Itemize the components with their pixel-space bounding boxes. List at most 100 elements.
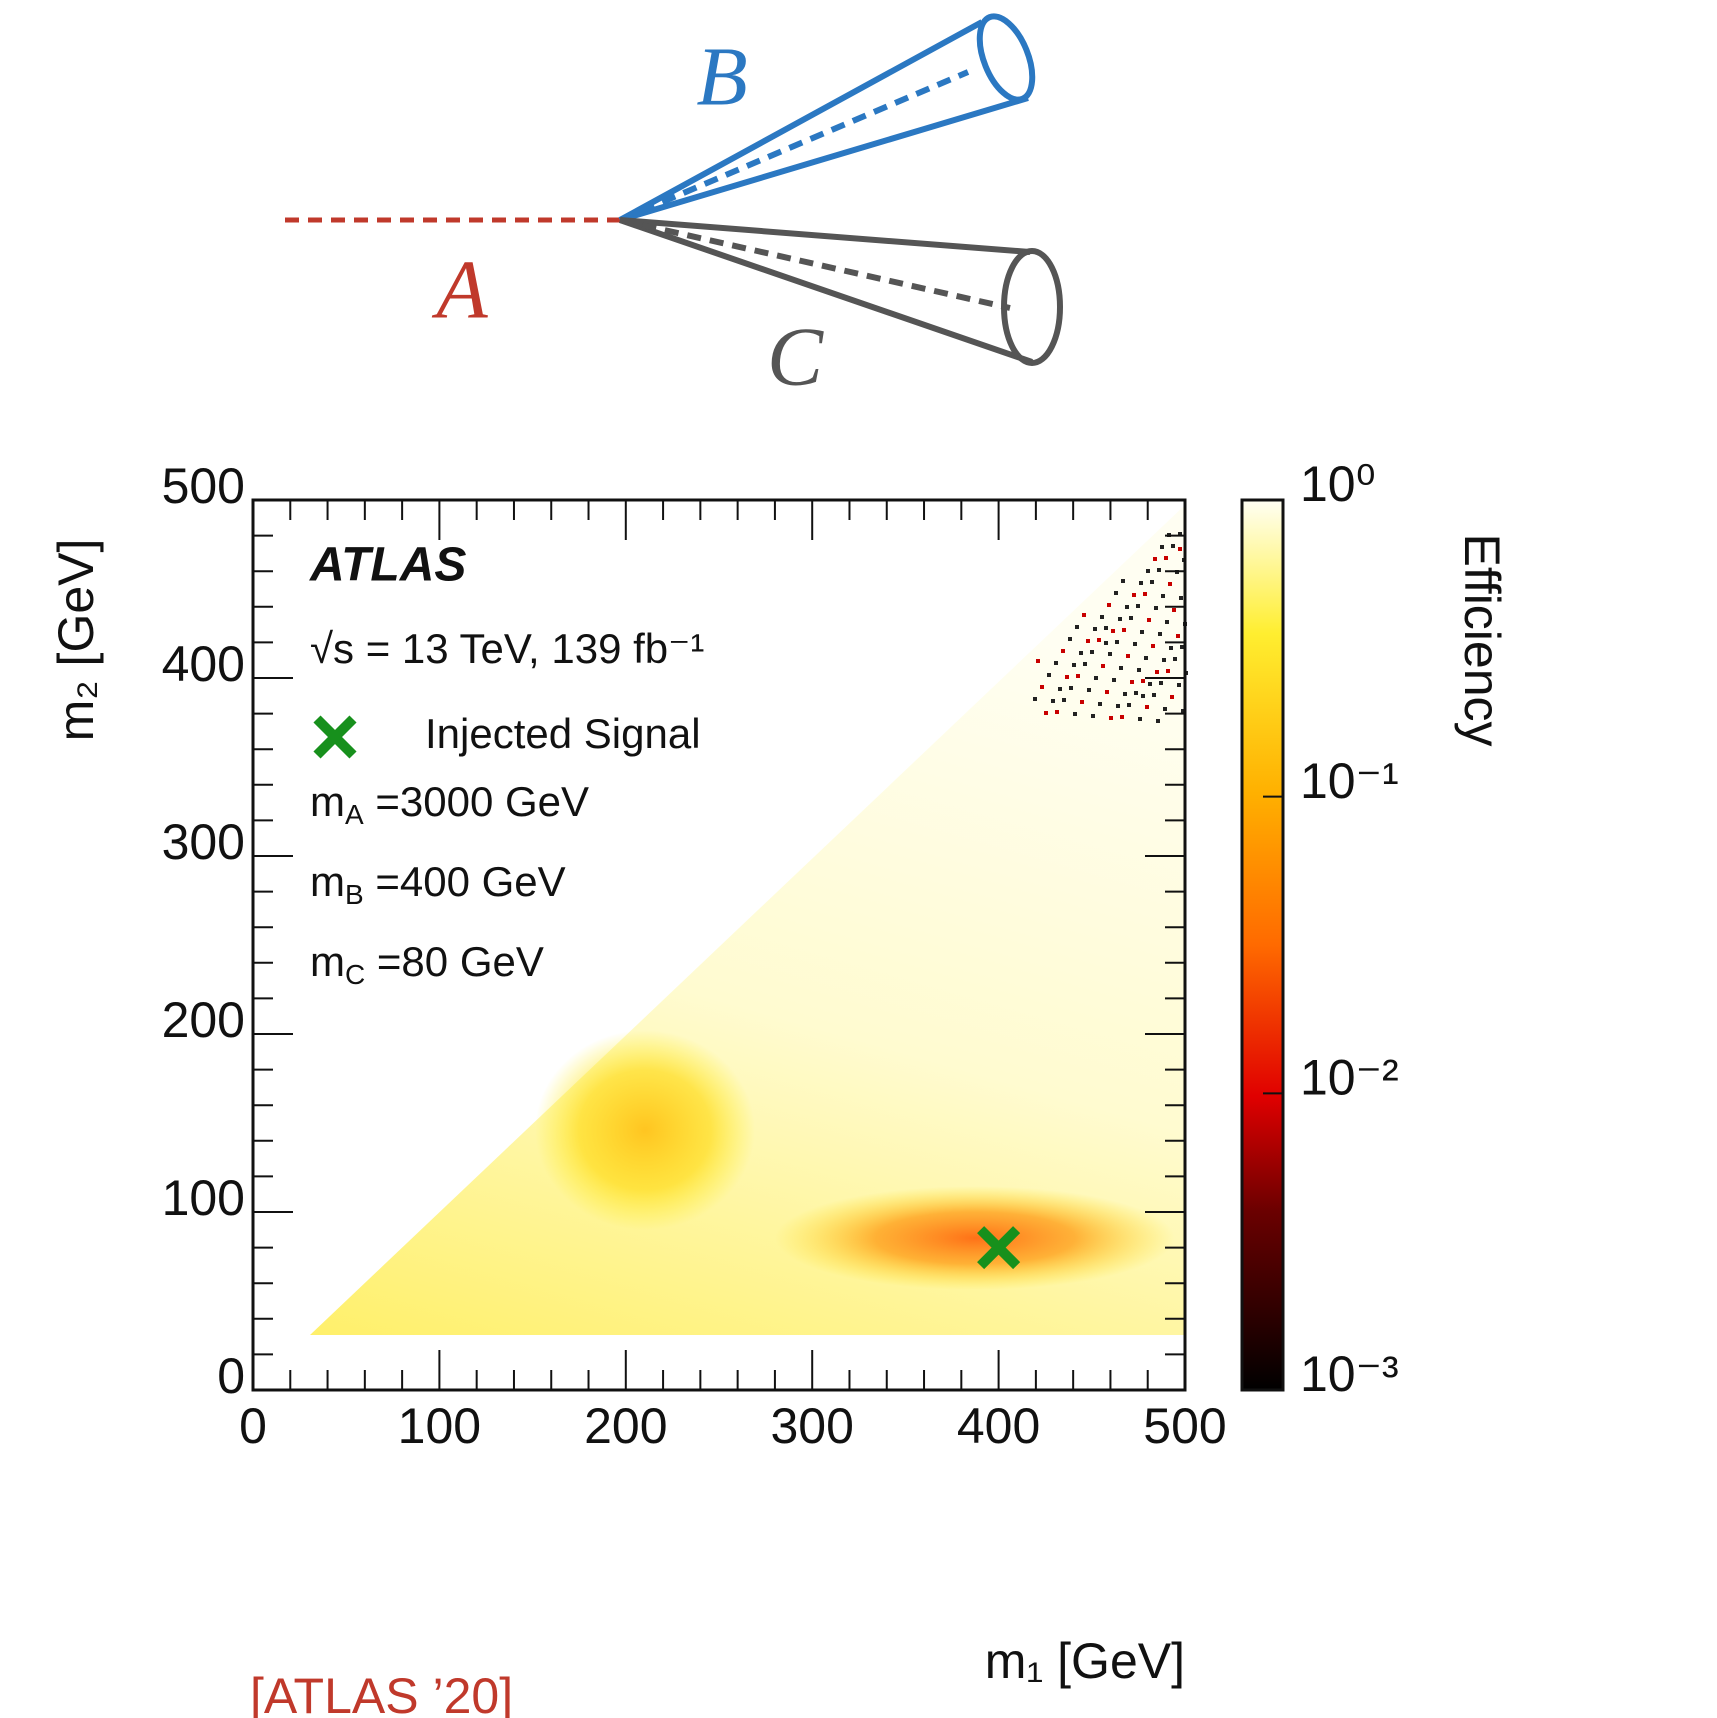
noise-pixel bbox=[1075, 625, 1079, 629]
noise-pixel bbox=[1082, 613, 1086, 617]
noise-pixel bbox=[1173, 657, 1177, 661]
label-b: B bbox=[696, 30, 747, 123]
noise-pixel bbox=[1161, 594, 1165, 598]
text-part: A bbox=[345, 799, 364, 830]
x-tick-label: 500 bbox=[1143, 1398, 1226, 1454]
density-blob bbox=[535, 1030, 755, 1230]
noise-pixel bbox=[1165, 620, 1169, 624]
text-part: m bbox=[310, 938, 345, 985]
noise-pixel bbox=[1155, 670, 1159, 674]
noise-pixel bbox=[1144, 656, 1148, 660]
x-tick-label: 100 bbox=[398, 1398, 481, 1454]
noise-pixel bbox=[1171, 544, 1175, 548]
noise-pixel bbox=[1130, 680, 1134, 684]
mass-label: mB =400 GeV bbox=[310, 858, 566, 910]
noise-pixel bbox=[1120, 715, 1124, 719]
noise-pixel bbox=[1181, 709, 1185, 713]
noise-pixel bbox=[1160, 545, 1164, 549]
axis-c bbox=[619, 217, 1011, 311]
text-part: C bbox=[345, 959, 365, 990]
colorbar-tick-label: 10⁻³ bbox=[1300, 1346, 1399, 1402]
noise-pixel bbox=[1105, 690, 1109, 694]
y-tick-label: 400 bbox=[162, 636, 245, 692]
noise-pixel bbox=[1129, 616, 1133, 620]
x-tick-label: 400 bbox=[957, 1398, 1040, 1454]
noise-pixel bbox=[1127, 703, 1131, 707]
noise-pixel bbox=[1090, 650, 1094, 654]
noise-pixel bbox=[1073, 712, 1077, 716]
noise-pixel bbox=[1079, 651, 1083, 655]
noise-pixel bbox=[1122, 628, 1126, 632]
noise-pixel bbox=[1080, 700, 1084, 704]
noise-pixel bbox=[1162, 658, 1166, 662]
noise-pixel bbox=[1112, 678, 1116, 682]
noise-pixel bbox=[1172, 608, 1176, 612]
cone-c bbox=[619, 217, 1033, 365]
noise-pixel bbox=[1178, 532, 1182, 536]
noise-pixel bbox=[1047, 673, 1051, 677]
noise-pixel bbox=[1091, 714, 1095, 718]
noise-pixel bbox=[1040, 685, 1044, 689]
mass-label: mC =80 GeV bbox=[310, 938, 544, 990]
mass-label: mA =3000 GeV bbox=[310, 778, 589, 830]
axis-b bbox=[618, 69, 970, 223]
noise-pixel bbox=[1119, 666, 1123, 670]
label-a: A bbox=[431, 243, 488, 336]
noise-pixel bbox=[1069, 686, 1073, 690]
noise-pixel bbox=[1097, 638, 1101, 642]
noise-pixel bbox=[1166, 669, 1170, 673]
legend-label: Injected Signal bbox=[425, 710, 701, 757]
noise-pixel bbox=[1123, 692, 1127, 696]
experiment-label: ATLAS bbox=[309, 539, 466, 592]
plot-frame bbox=[251, 498, 1187, 1392]
label-c: C bbox=[767, 310, 824, 403]
noise-pixel bbox=[1150, 580, 1154, 584]
noise-pixel bbox=[1132, 593, 1136, 597]
noise-pixel bbox=[1104, 641, 1108, 645]
noise-pixel bbox=[1169, 646, 1173, 650]
colorbar bbox=[1240, 498, 1285, 1392]
cone-b-end bbox=[976, 13, 1036, 103]
text-part: =400 GeV bbox=[364, 858, 566, 905]
noise-pixel bbox=[1125, 605, 1129, 609]
noise-pixel bbox=[1159, 681, 1163, 685]
noise-pixel bbox=[1143, 592, 1147, 596]
noise-pixel bbox=[1100, 615, 1104, 619]
noise-pixel bbox=[1157, 568, 1161, 572]
noise-pixel bbox=[1139, 581, 1143, 585]
noise-pixel bbox=[1061, 649, 1065, 653]
y-axis-label: m₂ [GeV] bbox=[48, 539, 104, 742]
noise-pixel bbox=[1111, 629, 1115, 633]
energy-label: √s = 13 TeV, 139 fb⁻¹ bbox=[310, 625, 704, 672]
decay-diagram: B A C bbox=[285, 13, 1063, 403]
noise-pixel bbox=[1109, 716, 1113, 720]
noise-pixel bbox=[1145, 705, 1149, 709]
source-label: [ATLAS ’20] bbox=[250, 1668, 513, 1718]
cone-b bbox=[618, 19, 1029, 223]
noise-pixel bbox=[1044, 711, 1048, 715]
noise-pixel bbox=[1055, 710, 1059, 714]
legend-marker bbox=[313, 715, 357, 759]
noise-pixel bbox=[1107, 603, 1111, 607]
noise-pixel bbox=[1137, 668, 1141, 672]
noise-pixel bbox=[1180, 645, 1184, 649]
noise-pixel bbox=[1118, 617, 1122, 621]
x-tick-label: 300 bbox=[770, 1398, 853, 1454]
noise-pixel bbox=[1104, 626, 1108, 630]
noise-pixel bbox=[1083, 662, 1087, 666]
noise-pixel bbox=[1114, 591, 1118, 595]
noise-pixel bbox=[1058, 687, 1062, 691]
noise-pixel bbox=[1164, 556, 1168, 560]
colorbar-tick-label: 10⁻² bbox=[1300, 1050, 1399, 1106]
noise-pixel bbox=[1036, 659, 1040, 663]
noise-pixel bbox=[1136, 604, 1140, 608]
text-part: m bbox=[310, 858, 345, 905]
noise-pixel bbox=[1154, 606, 1158, 610]
heatmap-plot: 0 100 200 300 400 500 0 100 200 300 400 500 m₁ [GeV]… bbox=[48, 456, 1510, 1718]
x-tick-label: 0 bbox=[239, 1398, 267, 1454]
noise-pixel bbox=[1151, 644, 1155, 648]
signal-marker bbox=[977, 1226, 1021, 1270]
y-tick-label: 500 bbox=[162, 458, 245, 514]
noise-pixel bbox=[1178, 547, 1182, 551]
